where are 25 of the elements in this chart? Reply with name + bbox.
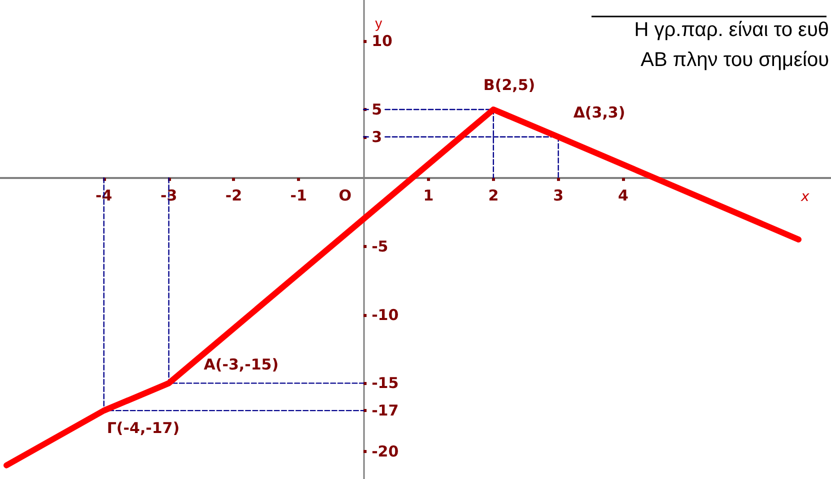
y-tick-label: -10 <box>372 306 399 324</box>
y-axis-title: y <box>375 15 382 31</box>
y-tick-label: -20 <box>372 442 399 461</box>
x-tick-label: -4 <box>96 186 112 204</box>
annotation: O <box>338 186 352 204</box>
x-tick-label: 3 <box>553 186 564 204</box>
x-tick-label: -2 <box>225 186 242 204</box>
y-tick-label: -17 <box>372 402 399 420</box>
annotation: ΑΒ πλην του σημείου <box>640 49 829 71</box>
annotation: Γ(-4,-17) <box>106 419 180 438</box>
annotation: Η γρ.παρ. είναι το ευθ <box>634 19 830 41</box>
annotation: Δ(3,3) <box>573 103 626 122</box>
y-tick-label: 10 <box>372 32 392 50</box>
x-axis-title: x <box>800 188 810 205</box>
x-tick-label: 2 <box>488 186 499 204</box>
x-tick-label: -3 <box>160 186 178 204</box>
y-tick-label: -15 <box>372 374 399 392</box>
y-tick-label: 5 <box>372 100 382 118</box>
annotation: A(-3,-15) <box>204 356 279 374</box>
x-tick-label: 4 <box>618 186 628 204</box>
x-tick-label: 1 <box>423 186 434 204</box>
y-tick-label: 3 <box>372 128 382 146</box>
x-tick-label: -1 <box>290 186 307 204</box>
annotation: B(2,5) <box>483 76 536 94</box>
y-tick-label: -5 <box>372 237 388 256</box>
